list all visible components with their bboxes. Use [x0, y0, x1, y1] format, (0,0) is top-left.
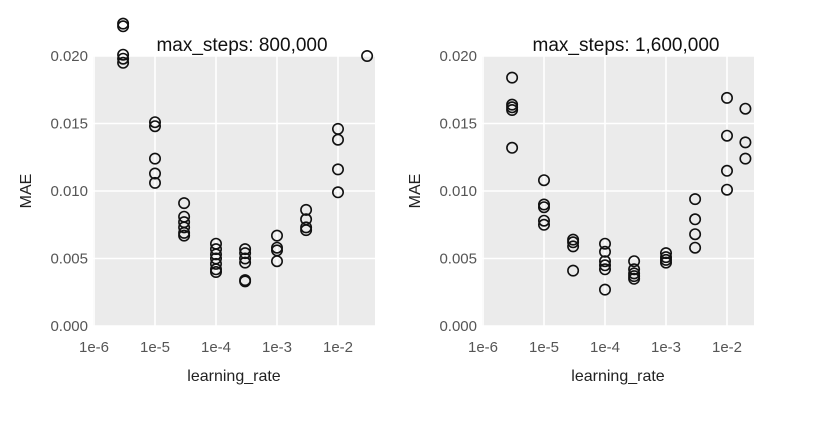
data-point: [689, 241, 702, 254]
data-point: [149, 120, 162, 133]
data-point: [239, 247, 252, 260]
x-tick-labels: 1e-6 1e-5 1e-4 1e-3 1e-2: [79, 339, 353, 356]
data-point: [598, 237, 611, 250]
data-point: [720, 164, 733, 177]
data-point: [210, 257, 223, 270]
data-point: [739, 152, 752, 165]
x-axis-title: learning_rate: [187, 368, 281, 385]
data-point: [331, 133, 344, 146]
y-tick-label: 0.010: [439, 183, 477, 200]
data-point: [149, 152, 162, 165]
data-point: [720, 129, 733, 142]
data-point: [689, 213, 702, 226]
y-tick-label: 0.020: [439, 48, 477, 65]
data-point: [659, 256, 672, 269]
data-point: [178, 197, 191, 210]
data-points: [117, 17, 374, 288]
panel-title: max_steps: 800,000: [156, 35, 327, 56]
data-point: [739, 102, 752, 115]
data-point: [149, 167, 162, 180]
x-tick-label: 1e-5: [529, 339, 559, 356]
data-point: [598, 283, 611, 296]
y-tick-labels: 0.000 0.005 0.010 0.015 0.020: [439, 48, 477, 335]
data-point: [598, 263, 611, 276]
data-point: [506, 71, 519, 84]
data-point: [239, 256, 252, 269]
data-point: [178, 229, 191, 242]
panel-right: 1e-6 1e-5 1e-4 1e-3 1e-2 0.000 0.005 0.010 0.01…: [407, 35, 754, 385]
y-tick-label: 0.000: [439, 318, 477, 335]
y-tick-label: 0.015: [439, 116, 477, 133]
x-tick-label: 1e-2: [712, 339, 742, 356]
y-tick-label: 0.010: [50, 183, 88, 200]
data-point: [659, 247, 672, 260]
data-point: [598, 245, 611, 258]
y-tick-label: 0.020: [50, 48, 88, 65]
data-point: [210, 243, 223, 256]
data-point: [537, 218, 550, 231]
x-tick-label: 1e-3: [651, 339, 681, 356]
data-point: [537, 174, 550, 187]
x-tick-label: 1e-4: [201, 339, 231, 356]
x-tick-label: 1e-4: [590, 339, 620, 356]
y-axis-title: MAE: [407, 174, 424, 209]
data-point: [117, 52, 130, 65]
data-point: [628, 272, 641, 285]
data-point: [361, 49, 374, 62]
data-point: [689, 193, 702, 206]
data-points: [506, 71, 752, 296]
panel-title: max_steps: 1,600,000: [533, 35, 720, 56]
x-tick-label: 1e-5: [140, 339, 170, 356]
y-tick-labels: 0.000 0.005 0.010 0.015 0.020: [50, 48, 88, 335]
data-point: [598, 255, 611, 268]
y-tick-label: 0.005: [439, 251, 477, 268]
y-tick-label: 0.005: [50, 251, 88, 268]
y-tick-label: 0.000: [50, 318, 88, 335]
data-point: [628, 255, 641, 268]
y-tick-label: 0.015: [50, 116, 88, 133]
data-point: [117, 48, 130, 61]
data-point: [720, 91, 733, 104]
data-point: [567, 264, 580, 277]
x-tick-label: 1e-6: [468, 339, 498, 356]
data-point: [149, 176, 162, 189]
data-point: [178, 221, 191, 234]
gridlines: [93, 55, 375, 327]
x-tick-labels: 1e-6 1e-5 1e-4 1e-3 1e-2: [468, 339, 742, 356]
data-point: [537, 214, 550, 227]
data-point: [598, 259, 611, 272]
gridlines: [482, 55, 754, 327]
data-point: [149, 116, 162, 129]
data-point: [210, 265, 223, 278]
data-point: [567, 236, 580, 249]
x-tick-label: 1e-3: [262, 339, 292, 356]
data-point: [331, 163, 344, 176]
data-point: [689, 228, 702, 241]
x-tick-label: 1e-2: [323, 339, 353, 356]
data-point: [117, 56, 130, 69]
x-axis-title: learning_rate: [571, 368, 665, 385]
data-point: [628, 263, 641, 276]
data-point: [567, 240, 580, 253]
data-point: [270, 255, 283, 268]
data-point: [210, 248, 223, 261]
data-point: [506, 104, 519, 117]
data-point: [506, 141, 519, 154]
y-axis-title: MAE: [18, 174, 35, 209]
data-point: [270, 229, 283, 242]
data-point: [720, 183, 733, 196]
data-point: [537, 201, 550, 214]
data-point: [239, 243, 252, 256]
data-point: [300, 224, 313, 237]
panel-left: 1e-6 1e-5 1e-4 1e-3 1e-2 0.000 0.005 0.010 0.01…: [18, 17, 375, 385]
data-point: [239, 252, 252, 265]
data-point: [739, 136, 752, 149]
x-tick-label: 1e-6: [79, 339, 109, 356]
data-point: [300, 203, 313, 216]
data-point: [117, 20, 130, 33]
data-point: [239, 275, 252, 288]
data-point: [331, 186, 344, 199]
